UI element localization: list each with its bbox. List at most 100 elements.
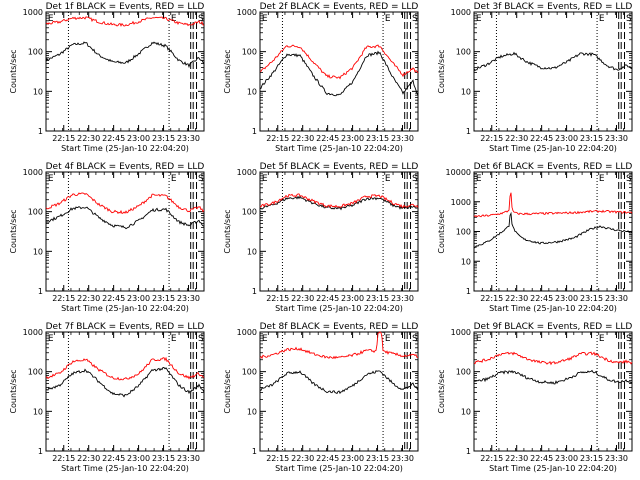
e-annotation: E (599, 334, 605, 344)
x-tick-label: 23:15 (366, 294, 389, 303)
x-tick-label: 22:30 (505, 134, 528, 143)
x-tick-label: 22:15 (480, 454, 503, 463)
x-tick-label: 22:15 (52, 294, 75, 303)
panel-title: Det 2f BLACK = Events, RED = LLD (260, 2, 419, 12)
series-line-lld (259, 331, 419, 360)
x-tick-label: 23:30 (177, 294, 200, 303)
detector-panel-3: Det 3f BLACK = Events, RED = LLD 1 10 100 10… (437, 2, 633, 153)
y-tick-label: 1 (38, 287, 43, 296)
series-line-events (259, 370, 419, 395)
detector-panel-6: Det 6f BLACK = Events, RED = LLD 1 10 100 10… (437, 162, 633, 313)
x-tick-label: 22:45 (102, 454, 125, 463)
e-annotation: E (599, 174, 605, 184)
x-tick-label: 22:15 (266, 294, 289, 303)
s-annotation: S (412, 14, 418, 24)
x-tick-label: 22:30 (77, 134, 100, 143)
detector-panel-4: Det 4f BLACK = Events, RED = LLD 1 10 100 10… (9, 162, 205, 313)
series-line-lld (259, 193, 419, 209)
y-axis-label: Counts/sec (437, 49, 446, 93)
e-annotation: E (48, 174, 54, 184)
x-tick-label: 22:30 (77, 294, 100, 303)
y-tick-label: 10 (461, 407, 471, 416)
y-tick-label: 1000 (237, 8, 257, 17)
y-axis-label: Counts/sec (223, 49, 232, 93)
x-tick-label: 23:30 (391, 134, 414, 143)
e-annotation: E (262, 334, 268, 344)
x-tick-label: 23:00 (127, 134, 150, 143)
y-tick-label: 1000 (237, 168, 257, 177)
e-annotation: E (262, 14, 268, 24)
y-tick-label: 100 (456, 48, 471, 57)
y-tick-label: 1 (252, 447, 257, 456)
x-axis-label: Start Time (25-Jan-10 22:04:20) (275, 304, 403, 313)
plot-frame (259, 171, 419, 292)
y-axis-label: Counts/sec (223, 369, 232, 413)
y-axis-label: Counts/sec (9, 209, 18, 253)
x-tick-label: 23:00 (341, 134, 364, 143)
x-tick-label: 22:45 (530, 454, 553, 463)
x-tick-label: 23:15 (580, 134, 603, 143)
x-tick-label: 22:30 (291, 134, 314, 143)
x-tick-label: 22:30 (505, 454, 528, 463)
y-tick-label: 10 (247, 407, 257, 416)
detector-panel-2: Det 2f BLACK = Events, RED = LLD 1 10 100 10… (223, 2, 419, 153)
x-tick-label: 23:30 (391, 294, 414, 303)
e-annotation: E (171, 174, 177, 184)
x-tick-label: 22:15 (266, 454, 289, 463)
panel-title: Det 9f BLACK = Events, RED = LLD (474, 322, 633, 332)
s-annotation: S (198, 14, 204, 24)
x-tick-label: 22:30 (291, 454, 314, 463)
y-tick-label: 100 (456, 368, 471, 377)
e-annotation: E (476, 14, 482, 24)
y-axis-label: Counts/sec (9, 49, 18, 93)
y-tick-label: 1000 (23, 328, 43, 337)
x-axis-label: Start Time (25-Jan-10 22:04:20) (275, 464, 403, 473)
y-axis-label: Counts/sec (437, 369, 446, 413)
x-tick-label: 23:00 (341, 454, 364, 463)
y-tick-label: 1 (466, 447, 471, 456)
x-tick-label: 22:15 (266, 134, 289, 143)
y-tick-label: 100 (28, 48, 43, 57)
x-tick-label: 23:30 (177, 454, 200, 463)
y-tick-label: 100 (242, 368, 257, 377)
panel-title: Det 8f BLACK = Events, RED = LLD (260, 322, 419, 332)
series-line-events (473, 211, 633, 249)
e-annotation: E (48, 14, 54, 24)
detector-panel-7: Det 7f BLACK = Events, RED = LLD 1 10 100 10… (9, 322, 205, 473)
x-axis-label: Start Time (25-Jan-10 22:04:20) (275, 144, 403, 153)
x-axis-label: Start Time (25-Jan-10 22:04:20) (489, 144, 617, 153)
s-annotation: S (626, 334, 632, 344)
y-tick-label: 1000 (237, 328, 257, 337)
x-tick-label: 23:30 (605, 294, 628, 303)
y-tick-label: 100 (28, 368, 43, 377)
x-axis-label: Start Time (25-Jan-10 22:04:20) (489, 464, 617, 473)
panel-title: Det 7f BLACK = Events, RED = LLD (46, 322, 205, 332)
x-tick-label: 22:15 (52, 454, 75, 463)
y-tick-label: 1000 (451, 328, 471, 337)
s-annotation: S (198, 174, 204, 184)
plot-frame (473, 11, 633, 132)
series-line-events (45, 367, 205, 398)
y-tick-label: 1 (466, 287, 471, 296)
x-tick-label: 23:15 (152, 454, 175, 463)
y-tick-label: 1 (252, 127, 257, 136)
x-tick-label: 23:00 (127, 294, 150, 303)
y-tick-label: 10 (247, 247, 257, 256)
panel-title: Det 5f BLACK = Events, RED = LLD (260, 162, 419, 172)
x-tick-label: 23:00 (555, 294, 578, 303)
plot-frame (259, 11, 419, 132)
s-annotation: S (412, 174, 418, 184)
series-line-events (473, 51, 633, 72)
x-tick-label: 23:30 (605, 454, 628, 463)
y-tick-label: 1000 (451, 8, 471, 17)
y-tick-label: 1000 (451, 198, 471, 207)
x-axis-label: Start Time (25-Jan-10 22:04:20) (61, 304, 189, 313)
y-tick-label: 100 (456, 228, 471, 237)
series-line-events (45, 206, 205, 230)
detector-panel-1: Det 1f BLACK = Events, RED = LLD 1 10 100 10… (9, 2, 205, 153)
detector-panel-9: Det 9f BLACK = Events, RED = LLD 1 10 100 10… (437, 322, 633, 473)
y-tick-label: 1 (38, 447, 43, 456)
x-tick-label: 23:15 (366, 454, 389, 463)
y-tick-label: 10 (33, 407, 43, 416)
e-annotation: E (171, 14, 177, 24)
